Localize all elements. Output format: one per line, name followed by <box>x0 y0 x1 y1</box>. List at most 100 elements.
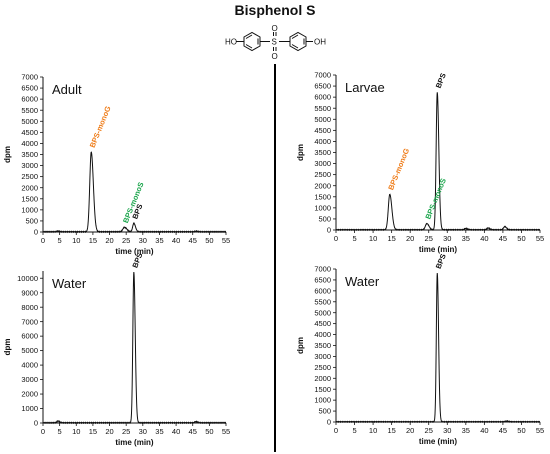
x-tick-label: 25 <box>425 234 433 243</box>
y-tick-label: 4000 <box>314 137 331 146</box>
chart-panel-1: 0500100015002000250030003500400045005000… <box>3 73 230 256</box>
x-tick-label: 0 <box>334 234 338 243</box>
x-tick-label: 0 <box>41 236 45 245</box>
sulfur-label: S <box>272 38 277 47</box>
x-tick-label: 10 <box>369 234 377 243</box>
x-tick-label: 50 <box>517 426 525 435</box>
y-tick-label: 7000 <box>314 71 331 80</box>
chart-panel-2: 0500100015002000250030003500400045005000… <box>296 71 544 254</box>
y-tick-label: 9000 <box>21 288 38 297</box>
x-axis-label: time (min) <box>115 247 154 256</box>
y-tick-label: 5000 <box>314 115 331 124</box>
y-tick-label: 5500 <box>314 297 331 306</box>
y-tick-label: 1500 <box>21 194 38 203</box>
x-tick-label: 20 <box>105 236 113 245</box>
x-tick-label: 15 <box>387 426 395 435</box>
oxygen-top-label: O <box>272 24 278 33</box>
y-tick-label: 1000 <box>21 404 38 413</box>
y-tick-label: 3000 <box>314 159 331 168</box>
panel-label: Larvae <box>345 80 385 95</box>
y-tick-label: 6000 <box>314 93 331 102</box>
y-tick-label: 1500 <box>314 192 331 201</box>
x-tick-label: 0 <box>334 426 338 435</box>
y-tick-label: 2000 <box>314 181 331 190</box>
y-axis-label: dpm <box>296 144 305 161</box>
chromatogram-trace <box>42 151 227 234</box>
x-tick-label: 55 <box>536 234 544 243</box>
y-tick-label: 3500 <box>314 341 331 350</box>
y-tick-label: 4500 <box>314 126 331 135</box>
y-tick-label: 3500 <box>314 148 331 157</box>
chart-panel-4: 0500100015002000250030003500400045005000… <box>296 252 544 446</box>
y-tick-label: 4500 <box>314 319 331 328</box>
x-tick-label: 30 <box>139 427 147 436</box>
oxygen-bottom-label: O <box>272 52 278 60</box>
y-tick-label: 7000 <box>21 317 38 326</box>
x-tick-label: 40 <box>172 236 180 245</box>
y-tick-label: 2000 <box>21 390 38 399</box>
x-tick-label: 45 <box>189 427 197 436</box>
y-tick-label: 6000 <box>21 95 38 104</box>
x-tick-label: 10 <box>72 236 80 245</box>
x-tick-label: 30 <box>443 234 451 243</box>
x-axis-label: time (min) <box>115 438 154 447</box>
chart-panel-3: 0100020003000400050006000700080009000100… <box>3 252 230 447</box>
y-tick-label: 5500 <box>314 104 331 113</box>
chromatogram-trace <box>42 272 227 425</box>
chromatogram-trace <box>335 272 541 424</box>
y-tick-label: 10000 <box>17 274 38 283</box>
x-tick-label: 45 <box>499 426 507 435</box>
bisphenol-s-structure: HO S O O OH <box>225 24 326 60</box>
y-tick-label: 5000 <box>314 308 331 317</box>
x-tick-label: 10 <box>72 427 80 436</box>
x-tick-label: 35 <box>155 236 163 245</box>
y-tick-label: 5000 <box>21 117 38 126</box>
y-tick-label: 8000 <box>21 303 38 312</box>
y-tick-label: 500 <box>25 217 38 226</box>
y-tick-label: 0 <box>34 228 38 237</box>
x-tick-label: 35 <box>155 427 163 436</box>
panel-label: Water <box>52 276 87 291</box>
y-tick-label: 6500 <box>314 82 331 91</box>
y-tick-label: 500 <box>318 215 331 224</box>
x-tick-label: 15 <box>89 236 97 245</box>
x-tick-label: 25 <box>122 236 130 245</box>
y-tick-label: 3000 <box>21 375 38 384</box>
y-tick-label: 0 <box>34 419 38 428</box>
right-benzene-ring <box>289 31 307 52</box>
y-tick-label: 500 <box>318 407 331 416</box>
peak-label: BPS <box>434 252 448 270</box>
x-tick-label: 45 <box>499 234 507 243</box>
x-tick-label: 20 <box>105 427 113 436</box>
x-axis-label: time (min) <box>419 437 458 446</box>
x-tick-label: 50 <box>205 236 213 245</box>
y-tick-label: 6000 <box>314 286 331 295</box>
x-tick-label: 40 <box>480 234 488 243</box>
y-tick-label: 4500 <box>21 128 38 137</box>
x-tick-label: 5 <box>352 426 356 435</box>
x-tick-label: 35 <box>462 426 470 435</box>
y-tick-label: 2000 <box>21 183 38 192</box>
panel-divider <box>274 64 276 452</box>
y-tick-label: 6500 <box>314 276 331 285</box>
x-tick-label: 30 <box>443 426 451 435</box>
y-tick-label: 3000 <box>21 161 38 170</box>
y-tick-label: 0 <box>327 418 331 427</box>
y-tick-label: 2500 <box>314 170 331 179</box>
panel-label: Water <box>345 274 380 289</box>
y-tick-label: 3000 <box>314 352 331 361</box>
y-tick-label: 6000 <box>21 332 38 341</box>
y-tick-label: 6500 <box>21 84 38 93</box>
y-axis-label: dpm <box>3 146 12 163</box>
x-tick-label: 20 <box>406 234 414 243</box>
x-tick-label: 25 <box>122 427 130 436</box>
x-axis-label: time (min) <box>419 245 458 254</box>
x-tick-label: 20 <box>406 426 414 435</box>
x-tick-label: 40 <box>480 426 488 435</box>
x-tick-label: 55 <box>536 426 544 435</box>
x-tick-label: 15 <box>387 234 395 243</box>
y-tick-label: 7000 <box>314 265 331 274</box>
x-tick-label: 0 <box>41 427 45 436</box>
y-axis-label: dpm <box>296 337 305 354</box>
